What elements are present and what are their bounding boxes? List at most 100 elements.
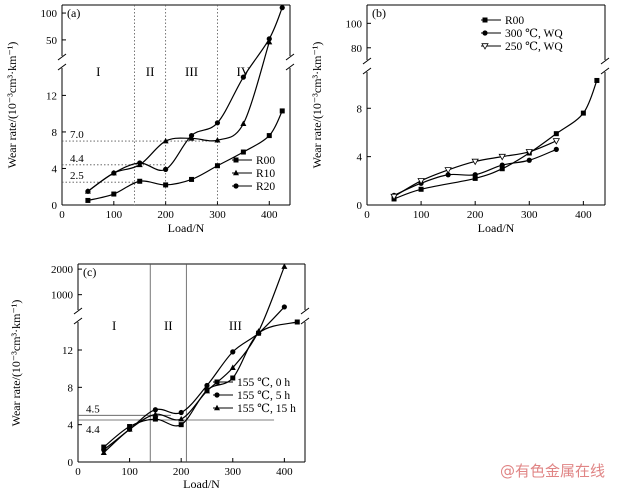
data-point bbox=[111, 170, 117, 176]
region-label: II bbox=[164, 318, 173, 333]
axis-break-mark bbox=[362, 57, 372, 65]
data-point bbox=[444, 167, 452, 174]
data-point bbox=[279, 108, 285, 114]
legend-label: R20 bbox=[256, 181, 275, 193]
panel-a: 0 100 200 300 400 0 4 8 12 50 100 Load/N Wear rate/(… bbox=[5, 4, 295, 235]
data-point bbox=[417, 178, 425, 185]
x-tick-label: 100 bbox=[121, 466, 138, 478]
data-point bbox=[445, 172, 451, 178]
y-tick-label: 8 bbox=[52, 127, 58, 139]
panel-b: 0 100 200 300 400 0 4 8 80 100 Load/N Wear rate/(10… bbox=[310, 4, 610, 235]
x-tick-label: 0 bbox=[364, 209, 370, 221]
series-b-0: R00 bbox=[391, 15, 600, 202]
legend-marker bbox=[233, 157, 239, 163]
axes-a: 0 100 200 300 400 0 4 8 12 50 100 bbox=[41, 4, 295, 221]
axes-c: 0 100 200 300 400 0 4 8 12 1000 2000 bbox=[51, 263, 310, 478]
data-point bbox=[266, 133, 272, 139]
legend-label: R00 bbox=[256, 155, 275, 167]
data-point bbox=[266, 36, 272, 42]
panel-label: (a) bbox=[67, 6, 80, 20]
legend-marker bbox=[482, 17, 488, 23]
y-tick-label: 0 bbox=[68, 457, 74, 469]
y-tick-label: 2000 bbox=[51, 264, 74, 276]
data-point bbox=[188, 132, 195, 139]
legend-marker bbox=[481, 43, 489, 50]
axis-break-mark bbox=[57, 53, 67, 61]
data-point bbox=[126, 426, 133, 432]
data-point bbox=[163, 166, 169, 172]
watermark: @有色金属在线 bbox=[500, 462, 605, 480]
x-axis-title: Load/N bbox=[183, 477, 220, 489]
data-point bbox=[100, 449, 107, 455]
x-tick-label: 100 bbox=[106, 209, 123, 221]
y-axis-title: Wear rate/(10⁻³cm³·km⁻¹) bbox=[9, 300, 23, 427]
axis-break-mark bbox=[285, 53, 295, 61]
data-point bbox=[499, 166, 505, 172]
y-tick-label: 0 bbox=[52, 200, 58, 212]
x-tick-label: 400 bbox=[276, 466, 293, 478]
y-tick-label: 0 bbox=[357, 200, 363, 212]
region-label: III bbox=[185, 64, 198, 79]
legend-marker bbox=[214, 392, 220, 398]
data-point bbox=[294, 319, 300, 325]
data-point bbox=[229, 364, 236, 371]
data-point bbox=[266, 38, 273, 45]
legend-label: 250 ℃, WQ bbox=[505, 41, 563, 53]
x-tick-label: 0 bbox=[59, 209, 65, 221]
data-point bbox=[137, 178, 143, 184]
data-point bbox=[255, 328, 262, 334]
legend-marker bbox=[482, 30, 488, 36]
data-point bbox=[203, 387, 210, 394]
reference-line-label: 4.4 bbox=[86, 424, 100, 436]
axis-break-mark bbox=[300, 317, 310, 325]
x-tick-label: 400 bbox=[575, 209, 592, 221]
data-point bbox=[594, 77, 600, 83]
axis-break-mark bbox=[600, 57, 610, 65]
data-point bbox=[204, 382, 210, 389]
y-tick-label: 8 bbox=[357, 103, 363, 115]
data-point bbox=[240, 149, 246, 155]
x-tick-label: 300 bbox=[209, 209, 226, 221]
legend-marker bbox=[214, 404, 220, 411]
data-point bbox=[552, 138, 561, 145]
series-c-2: 155 ℃, 15 h bbox=[100, 263, 296, 455]
y-tick-label: 8 bbox=[68, 382, 74, 394]
series-b-1: 300 ℃, WQ bbox=[391, 28, 563, 198]
data-point bbox=[525, 149, 533, 156]
data-point bbox=[230, 375, 236, 381]
data-point bbox=[230, 349, 236, 355]
y-tick-label: 80 bbox=[351, 43, 363, 55]
panel-label: (b) bbox=[372, 6, 386, 20]
data-point bbox=[240, 120, 247, 127]
x-tick-label: 0 bbox=[75, 466, 81, 478]
data-point bbox=[526, 157, 532, 163]
reference-line-label: 7.0 bbox=[70, 129, 84, 141]
x-axis-title: Load/N bbox=[478, 221, 515, 235]
y-tick-label: 100 bbox=[41, 8, 58, 20]
series-a-1: R10 bbox=[84, 38, 275, 194]
legend-marker bbox=[233, 169, 239, 176]
data-point bbox=[163, 182, 169, 188]
data-point bbox=[281, 304, 287, 310]
series-line bbox=[393, 80, 598, 200]
y-axis-title: Wear rate/(10⁻³cm³·km⁻¹) bbox=[310, 42, 324, 169]
x-axis-title: Load/N bbox=[168, 221, 205, 235]
data-point bbox=[85, 197, 91, 203]
legend-label: 300 ℃, WQ bbox=[505, 28, 563, 40]
data-point bbox=[178, 415, 185, 422]
panel-label: (c) bbox=[83, 265, 96, 279]
data-point bbox=[111, 191, 117, 197]
data-point bbox=[390, 193, 398, 201]
y-tick-label: 50 bbox=[46, 35, 58, 47]
y-tick-label: 1000 bbox=[51, 290, 74, 302]
data-point bbox=[152, 407, 158, 413]
reference-line-label: 4.4 bbox=[70, 153, 84, 165]
series-a-2: R20 bbox=[85, 5, 285, 194]
x-tick-label: 100 bbox=[413, 209, 430, 221]
data-point bbox=[189, 176, 195, 182]
panel-c: 0 100 200 300 400 0 4 8 12 1000 2000 Load/N Wear rat… bbox=[9, 263, 310, 489]
y-tick-label: 4 bbox=[357, 152, 363, 164]
legend-label: R00 bbox=[505, 15, 524, 27]
y-tick-label: 12 bbox=[46, 90, 57, 102]
region-label: IV bbox=[237, 64, 251, 79]
